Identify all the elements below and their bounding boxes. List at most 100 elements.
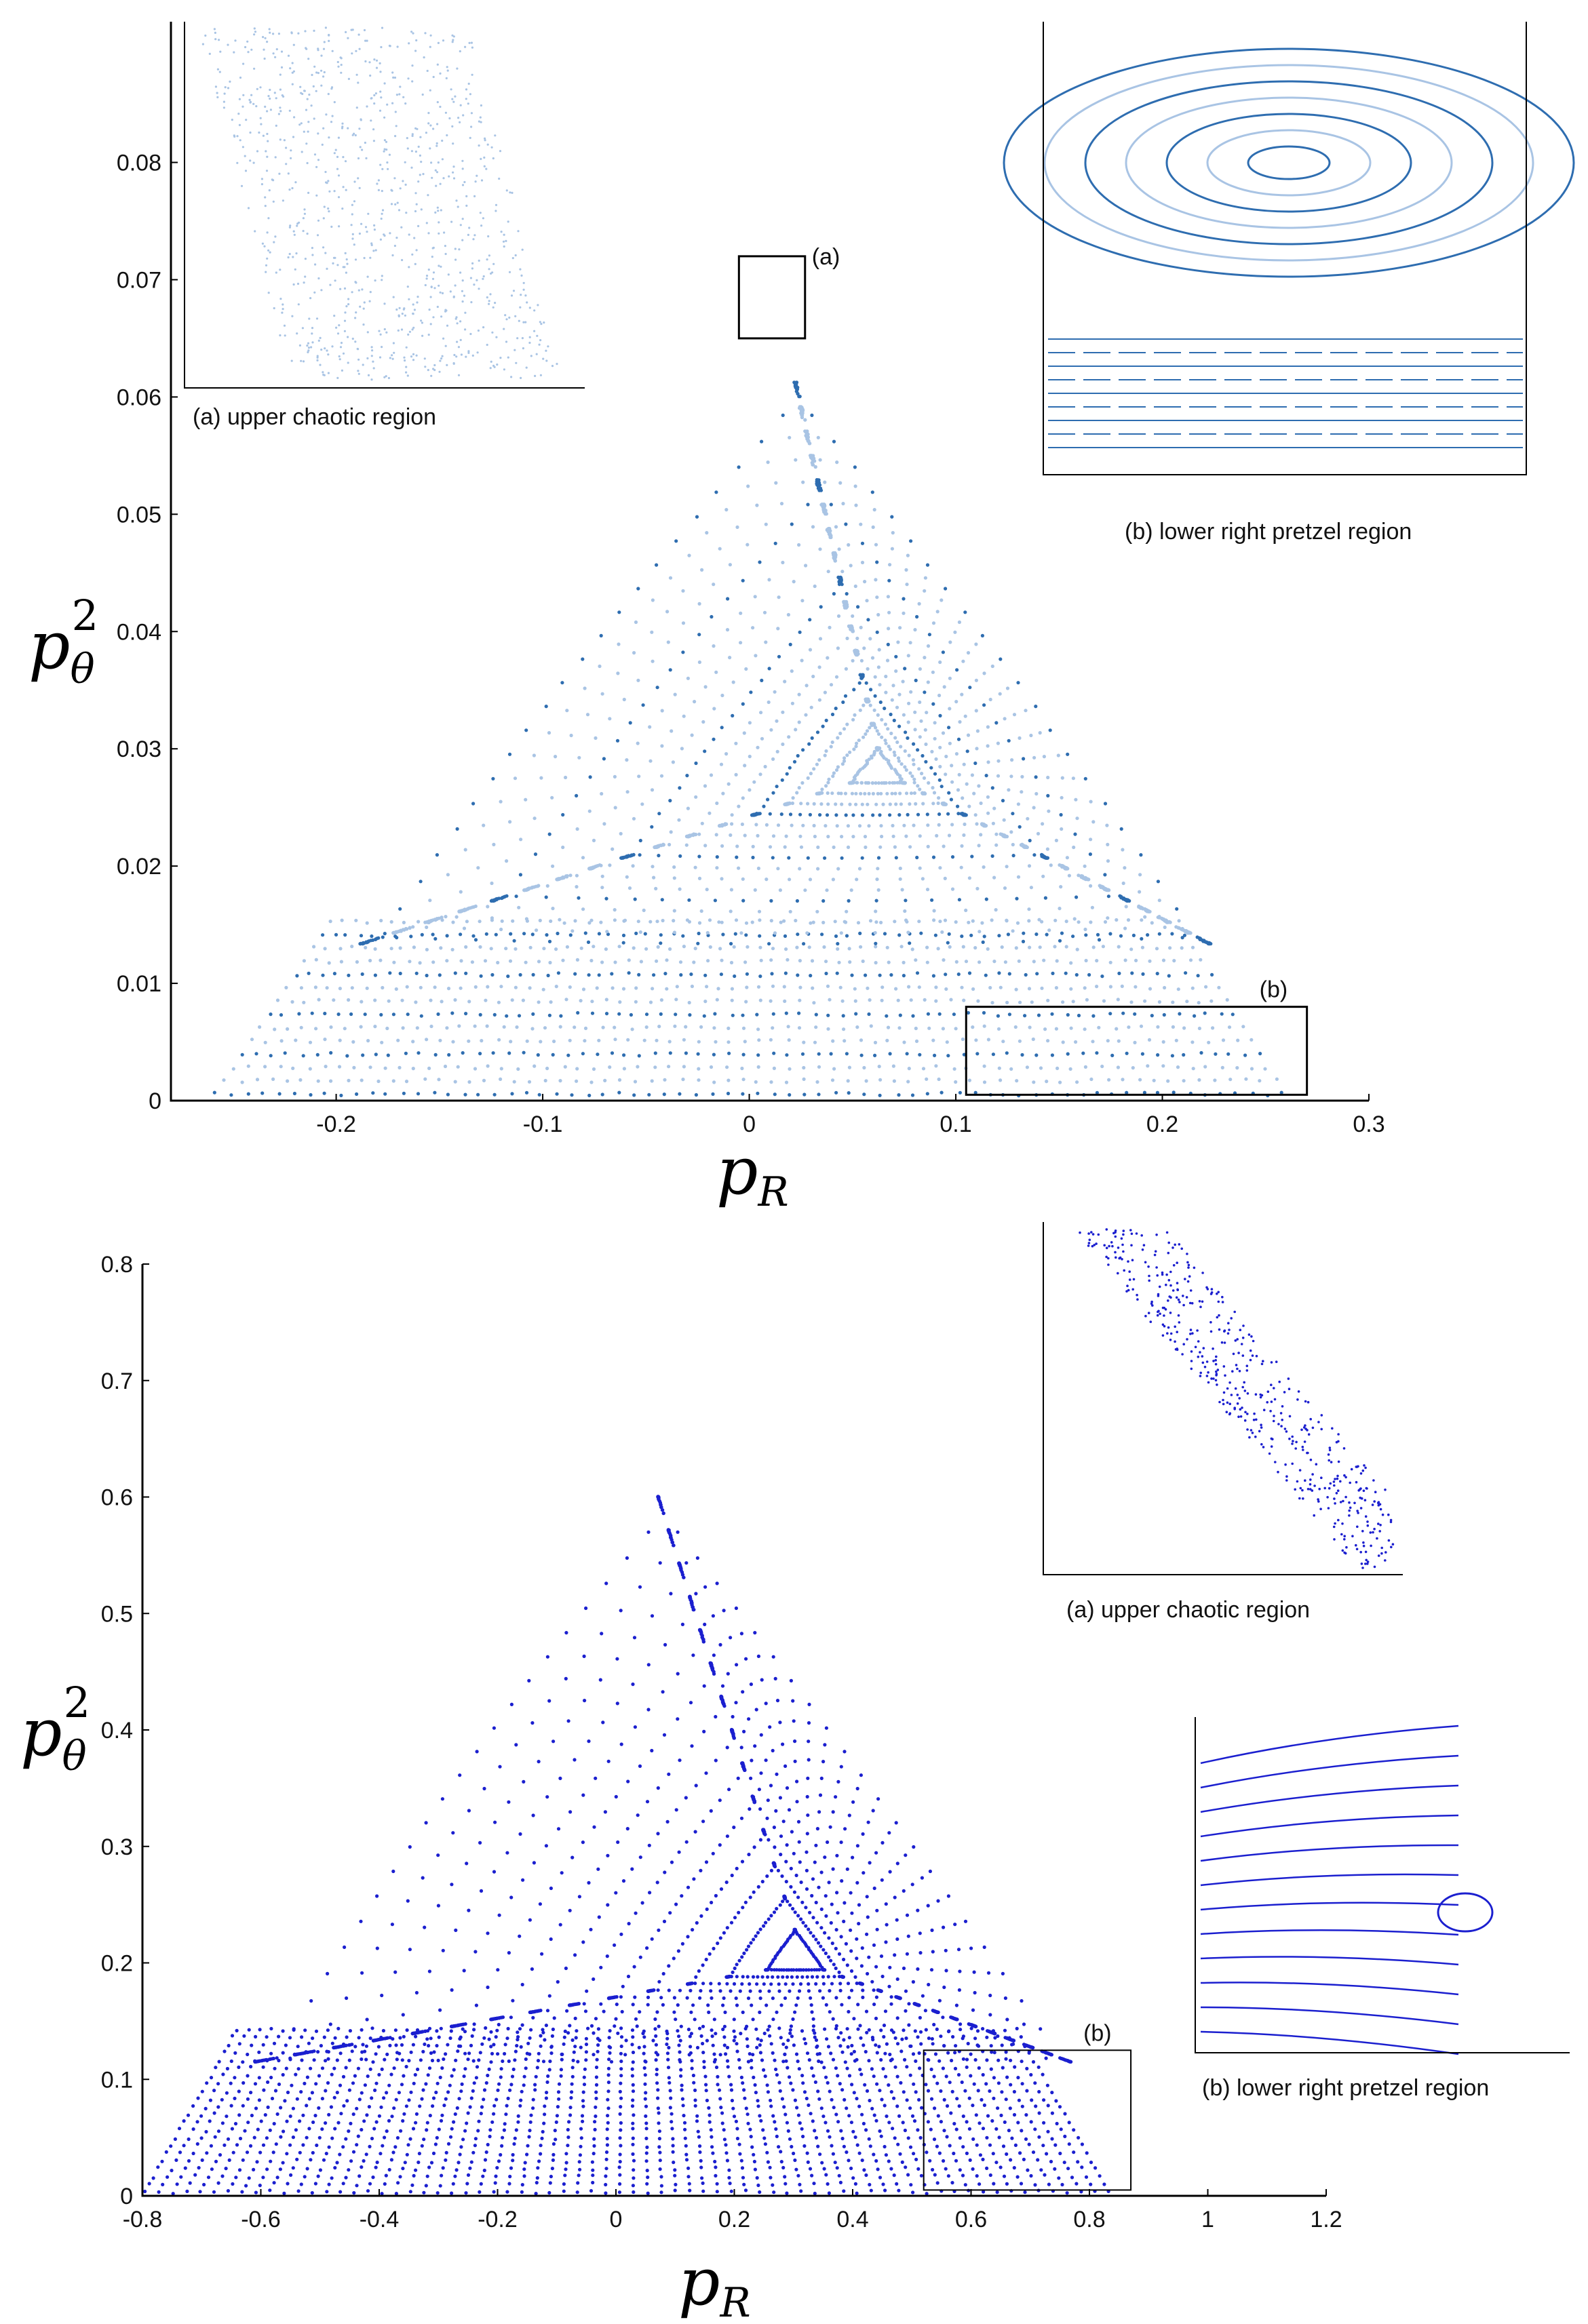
- poincare-point: [301, 2113, 305, 2117]
- poincare-point: [568, 933, 573, 937]
- poincare-point: [799, 2189, 803, 2193]
- poincare-point: [440, 2173, 444, 2178]
- poincare-point: [852, 2091, 856, 2095]
- poincare-point: [457, 1024, 461, 1028]
- poincare-point: [748, 788, 752, 792]
- poincare-point: [843, 694, 848, 698]
- poincare-point: [804, 713, 808, 717]
- poincare-point: [1143, 907, 1147, 911]
- poincare-point: [1027, 907, 1031, 911]
- inset-point: [298, 344, 301, 347]
- poincare-point: [860, 802, 864, 806]
- inset-point: [440, 265, 442, 268]
- poincare-point: [869, 2188, 873, 2192]
- poincare-point: [797, 692, 801, 696]
- poincare-point: [821, 724, 825, 728]
- poincare-point: [199, 2114, 204, 2118]
- poincare-point: [725, 2159, 729, 2163]
- poincare-point: [594, 2090, 598, 2094]
- inset-point: [482, 277, 484, 280]
- poincare-point: [835, 824, 839, 828]
- poincare-point: [659, 1012, 663, 1016]
- poincare-point: [1139, 853, 1143, 857]
- poincare-point: [1027, 919, 1031, 923]
- inset-point: [545, 359, 548, 362]
- poincare-point: [1054, 2099, 1058, 2103]
- inset-point: [463, 180, 466, 184]
- inset-point: [432, 75, 435, 79]
- poincare-point: [853, 2182, 857, 2186]
- poincare-point: [1119, 895, 1123, 899]
- poincare-point: [1061, 1000, 1065, 1004]
- poincare-point: [1196, 974, 1200, 978]
- poincare-point: [898, 866, 902, 871]
- poincare-point: [237, 2089, 241, 2093]
- poincare-point: [610, 1051, 615, 1055]
- poincare-point: [889, 2167, 893, 2171]
- poincare-point: [885, 658, 890, 663]
- poincare-point: [768, 812, 772, 816]
- poincare-point: [362, 2119, 366, 2123]
- poincare-point: [754, 823, 758, 827]
- poincare-point: [955, 2097, 959, 2101]
- poincare-point: [899, 802, 903, 806]
- poincare-point: [1148, 959, 1152, 963]
- inset-point: [424, 32, 427, 35]
- poincare-point: [982, 2103, 986, 2107]
- poincare-point: [379, 958, 383, 962]
- poincare-point: [479, 2182, 483, 2186]
- inset-point: [247, 207, 250, 210]
- poincare-point: [539, 2152, 543, 2156]
- poincare-point: [681, 2104, 685, 2108]
- poincare-point: [712, 737, 716, 741]
- poincare-point: [782, 985, 786, 989]
- inset-point: [379, 238, 383, 241]
- poincare-point: [1058, 2151, 1062, 2156]
- poincare-point: [714, 490, 718, 494]
- poincare-point: [565, 874, 569, 878]
- poincare-point: [1067, 2121, 1071, 2125]
- poincare-point: [271, 2150, 275, 2154]
- poincare-point: [741, 1092, 745, 1096]
- poincare-point: [367, 939, 371, 943]
- poincare-point: [618, 2136, 622, 2140]
- poincare-point: [606, 2097, 610, 2102]
- poincare-point: [1197, 1026, 1201, 1031]
- inset-point: [304, 275, 307, 278]
- poincare-point: [1182, 1079, 1186, 1083]
- poincare-point: [631, 2142, 635, 2146]
- inset-point: [334, 256, 336, 259]
- poincare-point: [959, 865, 963, 869]
- poincare-point: [288, 2114, 292, 2119]
- poincare-point: [861, 959, 865, 964]
- poincare-point: [771, 791, 775, 795]
- inset-point: [328, 33, 330, 37]
- poincare-point: [532, 816, 537, 821]
- poincare-point: [657, 1025, 661, 1029]
- poincare-point: [401, 2167, 405, 2171]
- poincare-point: [1182, 1052, 1186, 1057]
- poincare-point: [1063, 2134, 1067, 2138]
- poincare-point: [1015, 921, 1020, 925]
- inset-point: [369, 291, 372, 294]
- poincare-point: [164, 2150, 168, 2154]
- poincare-point: [1028, 1025, 1032, 1029]
- inset-point: [313, 117, 315, 120]
- poincare-point: [199, 2136, 204, 2140]
- poincare-point: [446, 987, 451, 991]
- poincare-point: [1098, 2174, 1102, 2178]
- inset-point: [405, 366, 408, 368]
- poincare-point: [295, 2097, 299, 2101]
- poincare-point: [902, 974, 906, 978]
- poincare-point: [581, 907, 585, 911]
- inset-point: [378, 330, 381, 332]
- poincare-point: [753, 595, 757, 599]
- poincare-point: [813, 1040, 817, 1044]
- poincare-point: [1060, 827, 1064, 831]
- poincare-point: [1001, 799, 1005, 803]
- poincare-point: [910, 2114, 915, 2118]
- inset-point: [395, 94, 399, 96]
- poincare-point: [887, 960, 891, 964]
- poincare-point: [878, 973, 882, 977]
- poincare-point: [887, 578, 891, 583]
